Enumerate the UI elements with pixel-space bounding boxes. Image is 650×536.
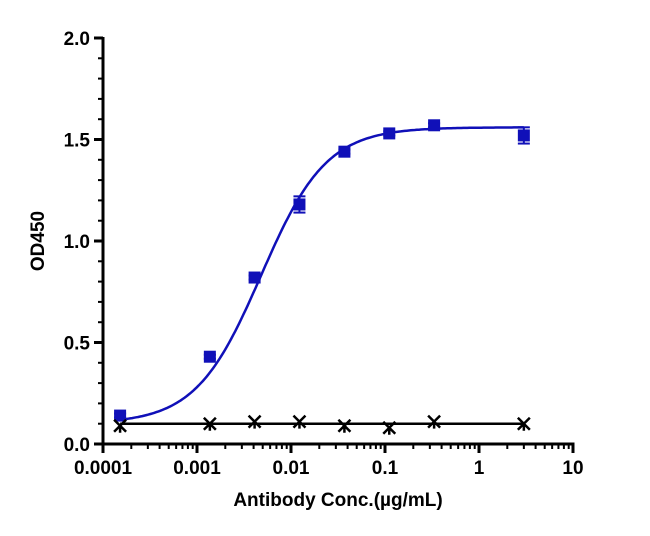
data-point-square: [517, 129, 530, 142]
data-point-x: [516, 416, 531, 431]
x-tick-label: 0.0001: [74, 458, 133, 479]
data-point-square: [203, 350, 216, 363]
x-tick-label: 0.01: [273, 458, 310, 479]
data-point-x: [202, 416, 217, 431]
data-point-square: [383, 127, 396, 140]
data-point-square: [293, 198, 306, 211]
data-point-x: [113, 418, 127, 433]
ticks: 0.0 0.5 1.0 1.5 2.0 0.0001 0.001 0.01 0.1 1 10: [64, 29, 584, 479]
y-tick-label: 2.0: [64, 29, 90, 50]
y-tick-label: 0.0: [64, 435, 90, 456]
data-point-x: [247, 414, 262, 429]
data-point-x: [382, 420, 397, 435]
x-tick-label: 0.001: [173, 458, 221, 479]
data-point-x: [337, 418, 352, 433]
data-point-square: [248, 271, 261, 284]
curves: [119, 126, 524, 425]
data-point-square: [114, 409, 127, 422]
data-point-square: [428, 119, 441, 132]
x-tick-label: 10: [562, 458, 583, 479]
x-axis-label: Antibody Conc.(µg/mL): [233, 490, 442, 511]
y-tick-label: 1.5: [64, 131, 91, 152]
data-point-x: [292, 414, 307, 429]
y-tick-label: 1.0: [64, 232, 90, 253]
data-point-square: [338, 145, 351, 158]
x-tick-label: 1: [474, 458, 485, 479]
x-tick-label: 0.1: [372, 458, 399, 479]
data-marks: [113, 119, 531, 435]
y-tick-label: 0.5: [64, 334, 91, 355]
fit-curve-series-1: [119, 126, 524, 422]
y-axis-label: OD450: [28, 211, 49, 271]
data-point-x: [427, 414, 441, 429]
axes: [101, 37, 575, 446]
